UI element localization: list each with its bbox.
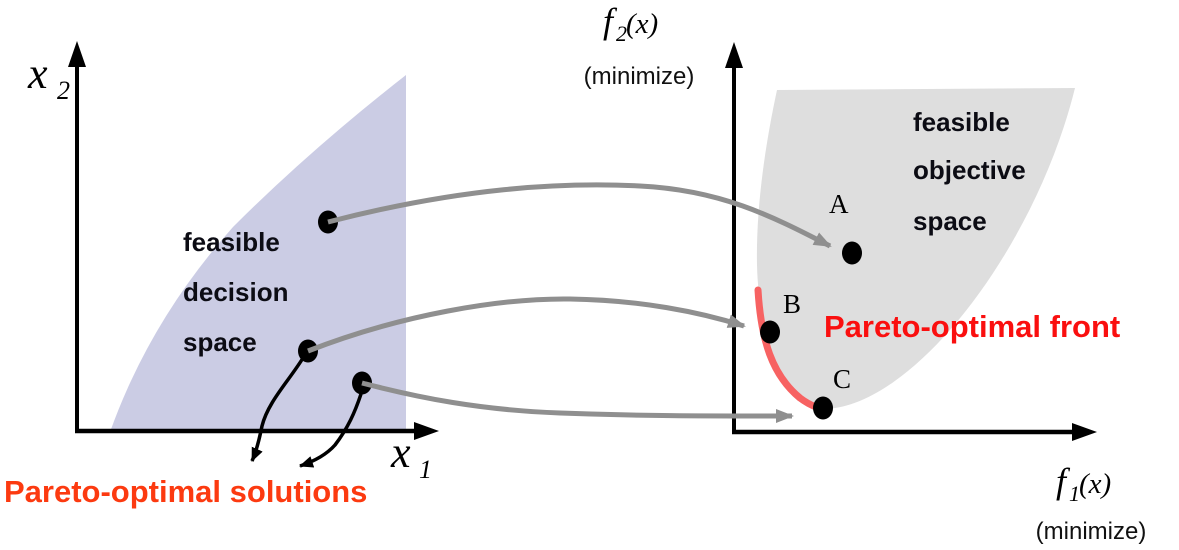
- point-label-c: C: [833, 364, 851, 394]
- mapping-arrow-3: [361, 380, 794, 423]
- point-label-a: A: [829, 189, 849, 219]
- decision-region-label-line3: space: [183, 327, 257, 357]
- mapping-arrow-1: [327, 182, 832, 249]
- x1-axis-arrowhead-icon: [414, 422, 439, 440]
- mapping-arrow-2: [307, 296, 746, 354]
- feasible-objective-region: [756, 88, 1075, 410]
- left-plot: feasible decision space x 2 x 1 Pareto-o…: [4, 41, 439, 509]
- objective-point-a: [842, 241, 862, 265]
- x2-axis-subscript: 2: [57, 76, 70, 105]
- f1-axis-subscript: 1: [1069, 481, 1080, 506]
- decision-region-label-line2: decision: [183, 277, 288, 307]
- f1-axis-args: (x): [1079, 468, 1111, 500]
- f2-axis-arrowhead-icon: [725, 42, 743, 68]
- decision-region-label-line1: feasible: [183, 227, 280, 257]
- x1-axis-label: x: [390, 428, 411, 477]
- f1-minimize-note: (minimize): [1036, 518, 1147, 545]
- right-plot: feasible objective space f 2 (x) (minimi…: [584, 1, 1147, 545]
- pareto-front-curve: [754, 286, 820, 411]
- x2-axis-label: x: [27, 49, 48, 98]
- f2-minimize-note: (minimize): [584, 63, 695, 90]
- x2-axis-arrowhead-icon: [68, 41, 86, 67]
- pareto-solutions-caption: Pareto-optimal solutions: [4, 474, 367, 509]
- solution-pointer-arrow-2: [299, 393, 363, 468]
- objective-region-label-line3: space: [913, 206, 987, 236]
- objective-region-label-line1: feasible: [913, 107, 1010, 137]
- f1-axis-arrowhead-icon: [1072, 423, 1097, 441]
- x1-axis-subscript: 1: [419, 455, 432, 484]
- solution-pointer-arrow-1: [250, 357, 305, 462]
- point-label-b: B: [783, 289, 801, 319]
- mapping-arrows: [307, 182, 832, 423]
- f2-axis-subscript: 2: [616, 21, 627, 46]
- objective-point-b: [760, 320, 780, 344]
- objective-point-c: [813, 396, 833, 420]
- pareto-front-caption: Pareto-optimal front: [824, 309, 1120, 344]
- objective-region-label-line2: objective: [913, 155, 1026, 185]
- f2-axis-args: (x): [626, 8, 658, 40]
